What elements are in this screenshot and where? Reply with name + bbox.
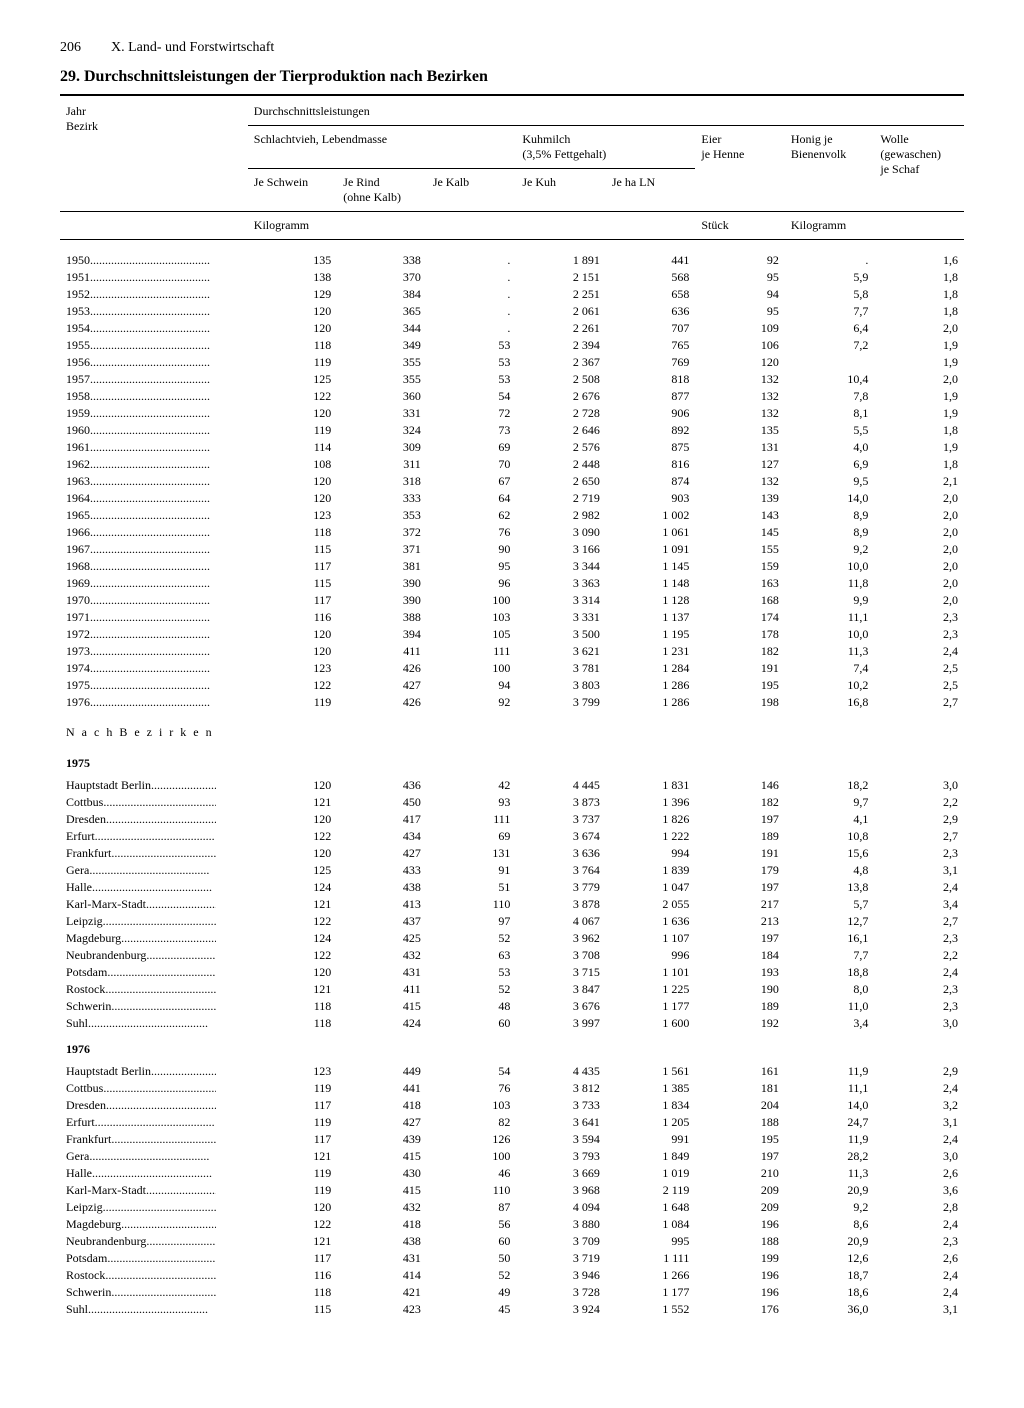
table-row: 1951 ...................................… bbox=[60, 269, 964, 286]
table-row: 1967 ...................................… bbox=[60, 541, 964, 558]
table-row: 1957 ...................................… bbox=[60, 371, 964, 388]
table-row: 1954 ...................................… bbox=[60, 320, 964, 337]
table-row: Halle ..................................… bbox=[60, 1165, 964, 1182]
table-row: 1959 ...................................… bbox=[60, 405, 964, 422]
table-row: Potsdam ................................… bbox=[60, 1250, 964, 1267]
table-row: Halle ..................................… bbox=[60, 879, 964, 896]
table-row: 1971 ...................................… bbox=[60, 609, 964, 626]
table-row: 1963 ...................................… bbox=[60, 473, 964, 490]
col-kuhmilch: Kuhmilch (3,5% Fettgehalt) bbox=[516, 126, 695, 169]
table-row: Dresden ................................… bbox=[60, 1097, 964, 1114]
table-row: 1958 ...................................… bbox=[60, 388, 964, 405]
rule bbox=[60, 94, 964, 96]
table-row: Cottbus ................................… bbox=[60, 794, 964, 811]
table-row: Magdeburg ..............................… bbox=[60, 930, 964, 947]
table-row: 1960 ...................................… bbox=[60, 422, 964, 439]
col-jahr-bezirk: Jahr Bezirk bbox=[60, 98, 248, 212]
table-row: 1953 ...................................… bbox=[60, 303, 964, 320]
table-row: Frankfurt ..............................… bbox=[60, 845, 964, 862]
table-row: 1952 ...................................… bbox=[60, 286, 964, 303]
table-row: 1955 ...................................… bbox=[60, 337, 964, 354]
col-honig: Honig je Bienenvolk bbox=[785, 126, 875, 212]
table-row: Magdeburg ..............................… bbox=[60, 1216, 964, 1233]
col-schlacht: Schlachtvieh, Lebendmasse bbox=[248, 126, 517, 169]
table-row: Schwerin ...............................… bbox=[60, 998, 964, 1015]
table-row: 1966 ...................................… bbox=[60, 524, 964, 541]
table-row: Gera ...................................… bbox=[60, 1148, 964, 1165]
col-je-schwein: Je Schwein bbox=[248, 169, 338, 212]
table-row: 1964 ...................................… bbox=[60, 490, 964, 507]
table-row: 1975 ...................................… bbox=[60, 677, 964, 694]
table-row: Neubrandenburg .........................… bbox=[60, 1233, 964, 1250]
table-row: Potsdam ................................… bbox=[60, 964, 964, 981]
data-table: Jahr Bezirk Durchschnittsleistungen Schl… bbox=[60, 98, 964, 1318]
table-row: 1968 ...................................… bbox=[60, 558, 964, 575]
unit-kg2: Kilogramm bbox=[785, 212, 964, 240]
table-row: Rostock ................................… bbox=[60, 1267, 964, 1284]
table-row: 1969 ...................................… bbox=[60, 575, 964, 592]
table-row: Gera ...................................… bbox=[60, 862, 964, 879]
table-row: 1972 ...................................… bbox=[60, 626, 964, 643]
table-row: Karl-Marx-Stadt ........................… bbox=[60, 896, 964, 913]
table-row: 1962 ...................................… bbox=[60, 456, 964, 473]
table-row: 1961 ...................................… bbox=[60, 439, 964, 456]
table-row: 1950 ...................................… bbox=[60, 252, 964, 269]
table-row: Cottbus ................................… bbox=[60, 1080, 964, 1097]
table-row: Neubrandenburg .........................… bbox=[60, 947, 964, 964]
table-row: Suhl ...................................… bbox=[60, 1301, 964, 1318]
table-row: Erfurt .................................… bbox=[60, 828, 964, 845]
table-row: 1970 ...................................… bbox=[60, 592, 964, 609]
table-row: Leipzig ................................… bbox=[60, 1199, 964, 1216]
col-je-rind: Je Rind (ohne Kalb) bbox=[337, 169, 427, 212]
table-row: Rostock ................................… bbox=[60, 981, 964, 998]
table-row: Karl-Marx-Stadt ........................… bbox=[60, 1182, 964, 1199]
section-label: N a c h B e z i r k e n bbox=[60, 711, 964, 746]
table-row: Frankfurt ..............................… bbox=[60, 1131, 964, 1148]
table-row: 1974 ...................................… bbox=[60, 660, 964, 677]
table-row: Dresden ................................… bbox=[60, 811, 964, 828]
chapter-title: X. Land- und Forstwirtschaft bbox=[111, 40, 274, 56]
year-label: 1975 bbox=[60, 746, 964, 777]
col-eier: Eier je Henne bbox=[695, 126, 785, 212]
page-number: 206 bbox=[60, 40, 81, 56]
col-group-main: Durchschnittsleistungen bbox=[248, 98, 964, 126]
col-je-kalb: Je Kalb bbox=[427, 169, 517, 212]
table-row: Leipzig ................................… bbox=[60, 913, 964, 930]
col-je-kuh: Je Kuh bbox=[516, 169, 606, 212]
unit-stk: Stück bbox=[695, 212, 785, 240]
table-row: 1956 ...................................… bbox=[60, 354, 964, 371]
col-je-ha: Je ha LN bbox=[606, 169, 696, 212]
col-wolle: Wolle (gewaschen) je Schaf bbox=[874, 126, 964, 212]
table-row: 1965 ...................................… bbox=[60, 507, 964, 524]
year-label: 1976 bbox=[60, 1032, 964, 1063]
table-row: Suhl ...................................… bbox=[60, 1015, 964, 1032]
table-row: Schwerin ...............................… bbox=[60, 1284, 964, 1301]
table-title: 29. Durchschnittsleistungen der Tierprod… bbox=[60, 68, 964, 86]
table-row: 1976 ...................................… bbox=[60, 694, 964, 711]
table-row: Hauptstadt Berlin ......................… bbox=[60, 1063, 964, 1080]
table-row: 1973 ...................................… bbox=[60, 643, 964, 660]
table-row: Erfurt .................................… bbox=[60, 1114, 964, 1131]
table-row: Hauptstadt Berlin ......................… bbox=[60, 777, 964, 794]
unit-kg: Kilogramm bbox=[248, 212, 696, 240]
